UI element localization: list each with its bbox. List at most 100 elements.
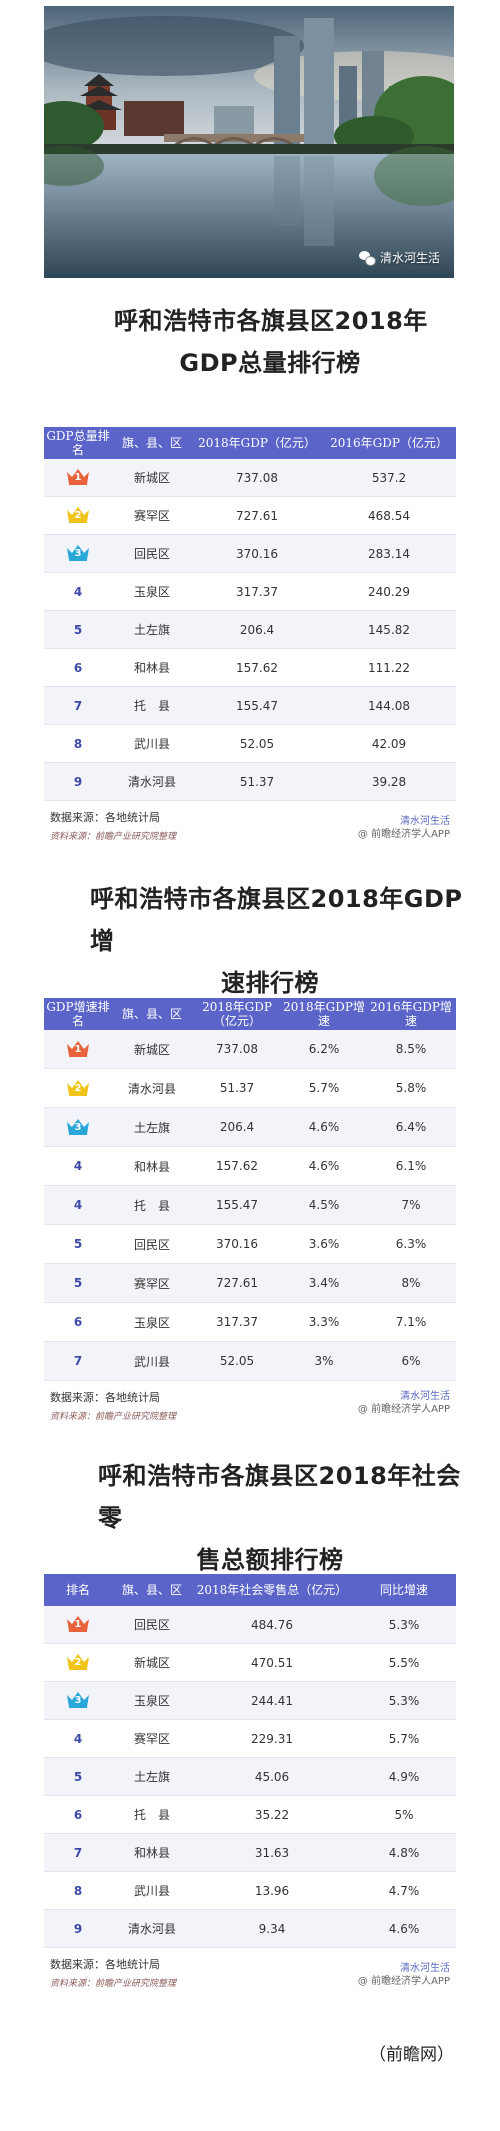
col-header: 同比增速 bbox=[379, 1583, 428, 1597]
col-header: GDP增速排名 bbox=[46, 1000, 110, 1028]
section2-heading-line2: 速排行榜 bbox=[221, 969, 319, 997]
value-cell: 157.62 bbox=[236, 660, 278, 675]
value-cell: 7% bbox=[401, 1198, 421, 1212]
rank-cell: 4 bbox=[73, 1159, 83, 1173]
table-row: 2 清水河县 51.37 5.7% 5.8% bbox=[44, 1069, 456, 1108]
crown-icon: 2 bbox=[65, 1651, 91, 1671]
value-cell: 737.08 bbox=[236, 470, 278, 485]
value-cell: 370.16 bbox=[216, 1237, 258, 1251]
district-cell: 武川县 bbox=[133, 737, 170, 751]
rank-cell: 7 bbox=[73, 1845, 83, 1860]
district-cell: 玉泉区 bbox=[133, 585, 170, 599]
section1-heading-line1: 呼和浩特市各旗县区2018年 bbox=[114, 307, 428, 335]
value-cell: 229.31 bbox=[251, 1731, 293, 1746]
district-cell: 清水河县 bbox=[127, 775, 176, 789]
value-cell: 3.3% bbox=[308, 1315, 340, 1329]
table-header: GDP增速排名 旗、县、区 2018年GDP（亿元） 2018年GDP增速 20… bbox=[44, 998, 456, 1030]
table-row: 7 武川县 52.05 3% 6% bbox=[44, 1342, 456, 1381]
rank-cell: 2 bbox=[44, 504, 112, 527]
table-row: 2 新城区 470.51 5.5% bbox=[44, 1644, 456, 1682]
col-header: 2018年GDP增速 bbox=[283, 1000, 365, 1028]
value-cell: 727.61 bbox=[236, 508, 278, 523]
value-cell: 6.2% bbox=[308, 1042, 340, 1056]
value-cell: 244.41 bbox=[251, 1693, 293, 1708]
value-cell: 3.6% bbox=[308, 1237, 340, 1251]
district-cell: 赛罕区 bbox=[133, 1732, 170, 1746]
crown-icon: 1 bbox=[65, 1613, 91, 1633]
value-cell: 35.22 bbox=[254, 1807, 290, 1822]
value-cell: 51.37 bbox=[239, 774, 275, 789]
table-row: 9 清水河县 9.34 4.6% bbox=[44, 1910, 456, 1948]
watermark-line1: 清水河生活 bbox=[400, 1963, 450, 1974]
value-cell: 370.16 bbox=[236, 546, 278, 561]
district-cell: 武川县 bbox=[133, 1884, 170, 1898]
district-cell: 回民区 bbox=[133, 1237, 170, 1252]
crown-icon: 1 bbox=[65, 466, 91, 486]
data-source: 数据来源：各地统计局 bbox=[50, 1391, 160, 1404]
table-row: 3 玉泉区 244.41 5.3% bbox=[44, 1682, 456, 1720]
value-cell: 4.6% bbox=[308, 1159, 340, 1173]
city-river-image bbox=[44, 6, 454, 278]
section2-heading-line1: 呼和浩特市各旗县区2018年GDP增 bbox=[90, 885, 463, 955]
value-cell: 5.3% bbox=[388, 1617, 420, 1632]
rank-number: 2 bbox=[74, 1657, 82, 1668]
value-cell: 206.4 bbox=[219, 1120, 255, 1134]
crown-icon: 2 bbox=[65, 504, 91, 524]
district-cell: 回民区 bbox=[133, 1618, 170, 1632]
table-row: 4 玉泉区 317.37 240.29 bbox=[44, 573, 456, 611]
value-cell: 4.5% bbox=[308, 1198, 340, 1212]
table-row: 1 回民区 484.76 5.3% bbox=[44, 1606, 456, 1644]
value-cell: 283.14 bbox=[368, 546, 410, 561]
rank-number: 3 bbox=[74, 548, 82, 559]
district-cell: 土左旗 bbox=[133, 1120, 170, 1135]
table-row: 6 玉泉区 317.37 3.3% 7.1% bbox=[44, 1303, 456, 1342]
rank-cell: 7 bbox=[73, 1354, 83, 1368]
value-cell: 727.61 bbox=[216, 1276, 258, 1290]
col-header: 2016年GDP（亿元） bbox=[330, 436, 448, 450]
table-header: GDP总量排名 旗、县、区 2018年GDP（亿元） 2016年GDP（亿元） bbox=[44, 427, 456, 459]
value-cell: 5.5% bbox=[388, 1655, 420, 1670]
district-cell: 清水河县 bbox=[127, 1081, 176, 1096]
value-cell: 39.28 bbox=[371, 774, 407, 789]
value-cell: 111.22 bbox=[368, 660, 410, 675]
table-row: 7 和林县 31.63 4.8% bbox=[44, 1834, 456, 1872]
retail-sales-table: 排名 旗、县、区 2018年社会零售总（亿元） 同比增速 1 回民区 484.76 5… bbox=[44, 1574, 456, 1989]
rank-cell: 4 bbox=[73, 1198, 83, 1212]
value-cell: 8.5% bbox=[395, 1042, 427, 1056]
district-cell: 新城区 bbox=[133, 1656, 170, 1670]
table-row: 4 赛罕区 229.31 5.7% bbox=[44, 1720, 456, 1758]
header-photo: 清水河生活 bbox=[44, 6, 454, 278]
col-header: 2018年GDP（亿元） bbox=[198, 436, 316, 450]
table-row: 7 托 县 155.47 144.08 bbox=[44, 687, 456, 725]
rank-cell: 6 bbox=[73, 1315, 83, 1329]
value-cell: 317.37 bbox=[236, 584, 278, 599]
table-row: 6 和林县 157.62 111.22 bbox=[44, 649, 456, 687]
section1-heading-line2: GDP总量排行榜 bbox=[179, 349, 361, 377]
value-cell: 9.34 bbox=[258, 1921, 286, 1936]
table-row: 6 托 县 35.22 5% bbox=[44, 1796, 456, 1834]
rank-cell: 7 bbox=[73, 698, 83, 713]
table-row: 5 土左旗 206.4 145.82 bbox=[44, 611, 456, 649]
value-cell: 4.6% bbox=[308, 1120, 340, 1134]
rank-cell: 3 bbox=[44, 1116, 112, 1139]
value-cell: 4.6% bbox=[388, 1921, 420, 1936]
district-cell: 土左旗 bbox=[133, 623, 170, 637]
rank-number: 2 bbox=[74, 510, 82, 521]
district-cell: 玉泉区 bbox=[133, 1315, 170, 1330]
table-row: 4 托 县 155.47 4.5% 7% bbox=[44, 1186, 456, 1225]
value-cell: 3% bbox=[314, 1354, 334, 1368]
watermark-line1: 清水河生活 bbox=[400, 816, 450, 827]
rank-cell: 4 bbox=[73, 584, 83, 599]
data-source-note: 资料来源：前瞻产业研究院整理 bbox=[50, 1412, 177, 1422]
rank-cell: 1 bbox=[44, 1613, 112, 1636]
col-header: 2018年社会零售总（亿元） bbox=[196, 1583, 348, 1597]
rank-cell: 1 bbox=[44, 1038, 112, 1061]
rank-cell: 8 bbox=[73, 736, 83, 751]
rank-cell: 5 bbox=[73, 1276, 83, 1290]
col-header: 旗、县、区 bbox=[121, 436, 182, 450]
section1-heading: 呼和浩特市各旗县区2018年 GDP总量排行榜 bbox=[70, 300, 470, 384]
table-row: 5 土左旗 45.06 4.9% bbox=[44, 1758, 456, 1796]
rank-number: 2 bbox=[74, 1082, 82, 1094]
district-cell: 和林县 bbox=[133, 1159, 170, 1174]
section3-heading-line2: 售总额排行榜 bbox=[196, 1546, 344, 1574]
